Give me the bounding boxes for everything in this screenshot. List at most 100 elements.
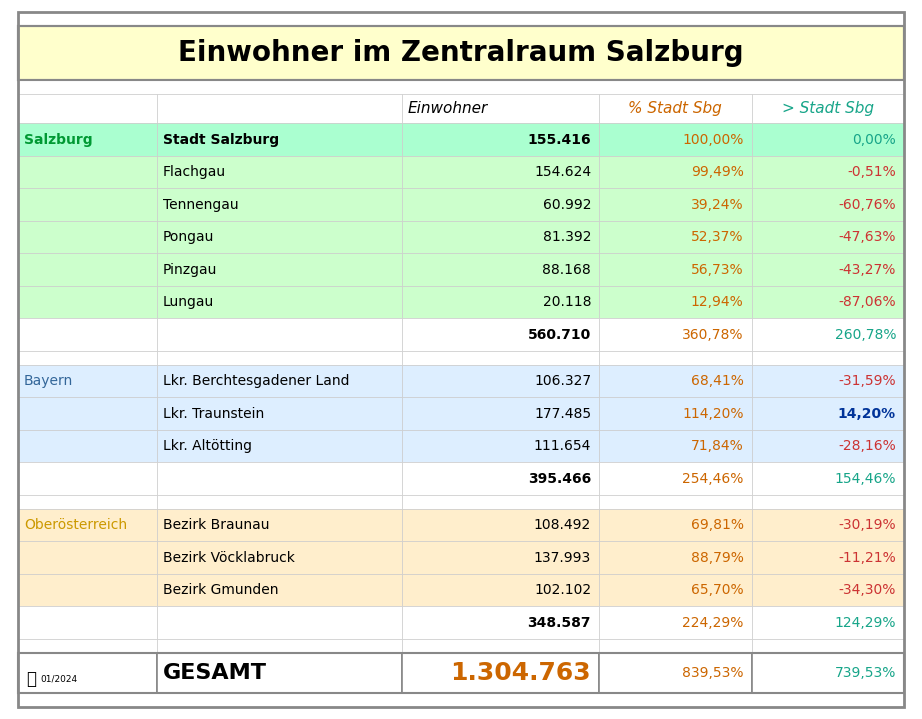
Bar	[402, 653, 599, 693]
Text: -31,59%: -31,59%	[838, 374, 896, 388]
Bar	[157, 639, 402, 653]
Text: 88.168: 88.168	[542, 262, 591, 277]
Bar	[599, 541, 751, 574]
Bar	[157, 188, 402, 221]
Bar	[402, 606, 599, 639]
Bar	[18, 365, 157, 398]
Bar	[18, 254, 157, 286]
Bar	[402, 351, 599, 365]
Bar	[157, 574, 402, 606]
Text: GESAMT: GESAMT	[162, 663, 266, 683]
Text: -28,16%: -28,16%	[838, 439, 896, 453]
Bar	[402, 156, 599, 188]
Bar	[599, 286, 751, 319]
Bar	[751, 398, 904, 430]
Text: -30,19%: -30,19%	[838, 518, 896, 532]
Text: 81.392: 81.392	[542, 230, 591, 244]
Text: 60.992: 60.992	[542, 198, 591, 211]
Bar	[18, 541, 157, 574]
Bar	[402, 509, 599, 541]
Text: 106.327: 106.327	[534, 374, 591, 388]
Bar	[751, 254, 904, 286]
Bar	[157, 94, 402, 124]
Bar	[751, 365, 904, 398]
Text: 56,73%: 56,73%	[691, 262, 743, 277]
Text: 12,94%: 12,94%	[691, 296, 743, 309]
Bar	[18, 398, 157, 430]
Bar	[402, 430, 599, 462]
Text: 108.492: 108.492	[534, 518, 591, 532]
Text: Stadt Salzburg: Stadt Salzburg	[162, 133, 278, 147]
Text: > Stadt Sbg: > Stadt Sbg	[782, 101, 874, 116]
Bar	[599, 124, 751, 156]
Bar	[157, 156, 402, 188]
Bar	[751, 156, 904, 188]
Bar	[751, 188, 904, 221]
Text: Bezirk Vöcklabruck: Bezirk Vöcklabruck	[162, 551, 294, 564]
Bar	[18, 653, 904, 693]
Bar	[599, 509, 751, 541]
Bar	[599, 254, 751, 286]
Text: Bezirk Braunau: Bezirk Braunau	[162, 518, 269, 532]
Bar	[599, 188, 751, 221]
Bar	[599, 319, 751, 351]
Bar	[402, 574, 599, 606]
Text: -11,21%: -11,21%	[838, 551, 896, 564]
Text: 124,29%: 124,29%	[834, 615, 896, 630]
Bar	[751, 606, 904, 639]
Text: Einwohner im Zentralraum Salzburg: Einwohner im Zentralraum Salzburg	[178, 39, 744, 67]
Text: 71,84%: 71,84%	[691, 439, 743, 453]
Text: 348.587: 348.587	[527, 615, 591, 630]
Bar	[157, 606, 402, 639]
Text: 154.624: 154.624	[534, 165, 591, 179]
Bar	[18, 319, 157, 351]
Bar	[402, 639, 599, 653]
Bar	[599, 94, 751, 124]
Bar	[157, 398, 402, 430]
Bar	[157, 286, 402, 319]
Text: 177.485: 177.485	[534, 407, 591, 421]
Text: Oberösterreich: Oberösterreich	[24, 518, 127, 532]
Bar	[751, 509, 904, 541]
Bar	[402, 124, 599, 156]
Bar	[402, 94, 599, 124]
Text: 739,53%: 739,53%	[834, 666, 896, 680]
Text: Tennengau: Tennengau	[162, 198, 238, 211]
Bar	[402, 365, 599, 398]
Text: 39,24%: 39,24%	[691, 198, 743, 211]
Text: -43,27%: -43,27%	[839, 262, 896, 277]
Text: Einwohner: Einwohner	[408, 101, 488, 116]
Text: 254,46%: 254,46%	[682, 472, 743, 486]
Text: Lkr. Traunstein: Lkr. Traunstein	[162, 407, 264, 421]
Bar	[751, 462, 904, 495]
Bar	[157, 351, 402, 365]
Text: 0,00%: 0,00%	[852, 133, 896, 147]
Bar	[18, 495, 157, 509]
Text: 560.710: 560.710	[527, 328, 591, 342]
Text: Bayern: Bayern	[24, 374, 73, 388]
Text: 111.654: 111.654	[534, 439, 591, 453]
Bar	[157, 365, 402, 398]
Text: Flachgau: Flachgau	[162, 165, 226, 179]
Bar	[157, 221, 402, 254]
Bar	[18, 94, 157, 124]
Bar	[599, 156, 751, 188]
Text: 114,20%: 114,20%	[682, 407, 743, 421]
Text: 137.993: 137.993	[534, 551, 591, 564]
Text: 01/2024: 01/2024	[40, 675, 77, 684]
Text: 154,46%: 154,46%	[834, 472, 896, 486]
Bar	[751, 639, 904, 653]
Text: 839,53%: 839,53%	[682, 666, 743, 680]
Bar	[157, 541, 402, 574]
Bar	[157, 430, 402, 462]
Text: Lkr. Altötting: Lkr. Altötting	[162, 439, 252, 453]
Bar	[751, 94, 904, 124]
Text: 102.102: 102.102	[534, 583, 591, 597]
Bar	[751, 541, 904, 574]
Bar	[18, 574, 157, 606]
Bar	[751, 124, 904, 156]
Text: Bezirk Gmunden: Bezirk Gmunden	[162, 583, 278, 597]
Bar	[599, 398, 751, 430]
Text: 155.416: 155.416	[527, 133, 591, 147]
Bar	[18, 606, 157, 639]
